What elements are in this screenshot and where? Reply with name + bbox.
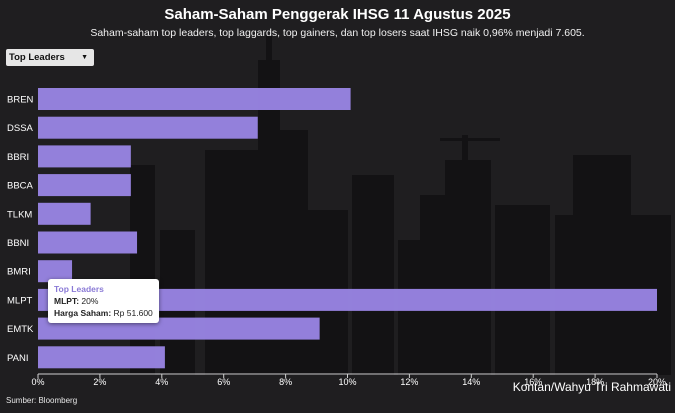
x-tick-label: 8%	[279, 377, 292, 387]
chart-subtitle: Saham-saham top leaders, top laggards, t…	[90, 27, 585, 39]
bar-mlpt[interactable]	[38, 288, 657, 311]
bar-dssa[interactable]	[38, 116, 258, 139]
bar-bbca[interactable]	[38, 174, 131, 197]
bar-bbri[interactable]	[38, 145, 131, 168]
x-tick-label: 12%	[400, 377, 418, 387]
bar-bren[interactable]	[38, 88, 351, 110]
source-note: Sumber: Bloomberg	[6, 396, 78, 405]
x-tick-label: 6%	[217, 377, 230, 387]
tooltip-row-price: Harga Saham: Rp 51.600	[54, 307, 153, 319]
bar-bmri[interactable]	[38, 260, 73, 283]
chart-title: Saham-Saham Penggerak IHSG 11 Agustus 20…	[164, 6, 511, 23]
y-tick-label-tlkm: TLKM	[7, 209, 32, 220]
x-tick-label: 10%	[338, 377, 356, 387]
chevron-down-icon: ▼	[81, 54, 88, 61]
x-tick-label: 18%	[586, 377, 604, 387]
tooltip-row1-value: 20%	[81, 296, 99, 306]
y-tick-label-bmri: BMRI	[7, 267, 31, 278]
y-tick-label-bren: BREN	[7, 95, 34, 106]
photo-credit: Kontan/Wahyu Tri Rahmawati	[512, 380, 671, 394]
y-tick-label-bbri: BBRI	[7, 152, 29, 163]
bar-tooltip: Top Leaders MLPT: 20% Harga Saham: Rp 51…	[48, 279, 159, 323]
y-tick-label-emtk: EMTK	[7, 324, 34, 335]
y-tick-label-mlpt: MLPT	[7, 295, 33, 306]
category-dropdown[interactable]: Top Leaders ▼	[6, 49, 94, 66]
bar-pani[interactable]	[38, 346, 165, 369]
bar-emtk[interactable]	[38, 317, 320, 340]
tooltip-row1-label: MLPT:	[54, 296, 80, 306]
tooltip-row2-label: Harga Saham:	[54, 308, 112, 318]
bar-tlkm[interactable]	[38, 202, 91, 225]
x-tick-label: 16%	[524, 377, 542, 387]
tooltip-row2-value: Rp 51.600	[113, 308, 153, 318]
tooltip-row-change: MLPT: 20%	[54, 295, 153, 307]
x-tick-label: 20%	[648, 377, 666, 387]
x-tick-label: 14%	[462, 377, 480, 387]
bar-bbni[interactable]	[38, 231, 138, 254]
x-tick-label: 4%	[155, 377, 168, 387]
tooltip-title: Top Leaders	[54, 284, 104, 294]
y-tick-label-dssa: DSSA	[7, 123, 34, 134]
dropdown-selected-value: Top Leaders	[9, 52, 65, 63]
x-tick-label: 0%	[31, 377, 44, 387]
y-tick-label-pani: PANI	[7, 353, 28, 364]
y-tick-label-bbca: BBCA	[7, 181, 34, 192]
x-tick-label: 2%	[93, 377, 106, 387]
y-tick-label-bbni: BBNI	[7, 238, 29, 249]
